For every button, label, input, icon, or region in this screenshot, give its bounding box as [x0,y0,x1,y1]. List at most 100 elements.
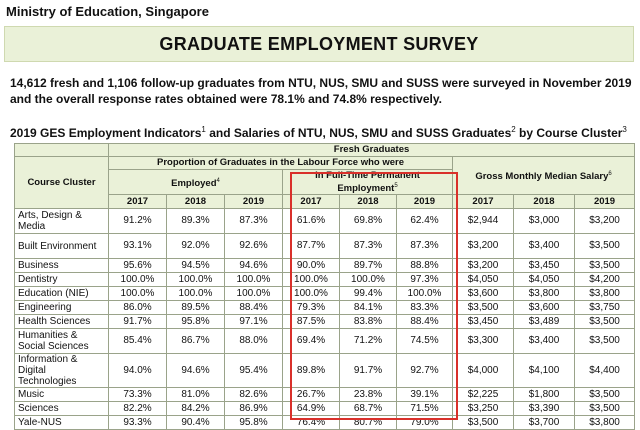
value-cell: $3,450 [513,258,575,274]
value-cell: 71.5% [396,401,453,417]
fulltime-header-label: In Full-Time Permanent Employment [315,170,420,195]
table-row: Music 73.3% 81.0% 82.6% 26.7% 23.8% 39.1% $2,22… [14,387,636,403]
table-row: Yale-NUS 93.3% 90.4% 95.8% 76.4% 80.7% 79.0% $3… [14,415,636,430]
footnote-6: 6 [608,171,612,177]
value-cell: 61.6% [282,208,340,235]
value-cell: 83.8% [339,314,397,330]
value-cell: 100.0% [224,286,283,302]
table-subtitle: 2019 GES Employment Indicators1 and Sala… [10,125,635,140]
value-cell: 90.4% [166,415,225,430]
course-cluster-cell: Humanities & Social Sciences [14,328,109,355]
course-cluster-cell: Dentistry [14,272,109,288]
year-header-cell: 2019 [396,194,453,210]
salary-header: Gross Monthly Median Salary6 [451,155,636,196]
value-cell: 100.0% [108,286,167,302]
value-cell: 100.0% [166,272,225,288]
footnote-3: 3 [622,125,627,134]
value-cell: $3,200 [573,208,636,235]
year-header-cell: 2019 [573,194,636,210]
value-cell: $3,800 [513,286,575,302]
intro-paragraph: 14,612 fresh and 1,106 follow-up graduat… [10,76,632,106]
value-cell: 92.7% [396,353,453,389]
value-cell: $3,600 [452,286,514,302]
value-cell: 94.0% [108,353,167,389]
subtitle-part3: by Course Cluster [515,126,623,140]
value-cell: 89.5% [166,300,225,316]
value-cell: 64.9% [282,401,340,417]
value-cell: $3,000 [513,208,575,235]
banner-title: GRADUATE EMPLOYMENT SURVEY [159,33,479,54]
value-cell: 86.7% [166,328,225,355]
value-cell: $3,300 [452,328,514,355]
value-cell: 94.5% [166,258,225,274]
value-cell: $1,800 [513,387,575,403]
value-cell: 89.7% [339,258,397,274]
value-cell: $4,200 [573,272,636,288]
value-cell: 100.0% [396,286,453,302]
value-cell: $4,100 [513,353,575,389]
value-cell: 84.2% [166,401,225,417]
value-cell: $3,500 [573,233,636,260]
value-cell: 85.4% [108,328,167,355]
value-cell: 89.8% [282,353,340,389]
value-cell: 82.2% [108,401,167,417]
footnote-4: 4 [216,177,220,184]
course-cluster-cell: Yale-NUS [14,415,109,430]
value-cell: $3,390 [513,401,575,417]
value-cell: 87.3% [224,208,283,235]
value-cell: 88.8% [396,258,453,274]
course-cluster-cell: Education (NIE) [14,286,109,302]
course-cluster-cell: Built Environment [14,233,109,260]
footnote-2: 2 [511,125,516,134]
value-cell: 93.3% [108,415,167,430]
value-cell: 91.2% [108,208,167,235]
value-cell: 69.8% [339,208,397,235]
value-cell: 73.3% [108,387,167,403]
table-row: Health Sciences 91.7% 95.8% 97.1% 87.5% 83.8%… [14,314,636,330]
value-cell: 23.8% [339,387,397,403]
value-cell: 100.0% [339,272,397,288]
fulltime-header: In Full-Time Permanent Employment5 [282,168,453,196]
table-row: Built Environment 93.1% 92.0% 92.6% 87.7% 87.… [14,233,636,260]
table-row: Arts, Design & Media 91.2% 89.3% 87.3% 61.6%… [14,208,636,235]
value-cell: 100.0% [108,272,167,288]
salary-header-label: Gross Monthly Median Salary [475,171,609,183]
value-cell: 79.0% [396,415,453,430]
value-cell: $3,500 [452,415,514,430]
value-cell: $4,000 [452,353,514,389]
value-cell: $2,225 [452,387,514,403]
value-cell: 80.7% [339,415,397,430]
year-header-cell: 2017 [282,194,340,210]
employment-table: Fresh Graduates Course Cluster Proportio… [14,143,636,430]
table-row: Business 95.6% 94.5% 94.6% 90.0% 89.7% 88.8% $3… [14,258,636,274]
value-cell: 90.0% [282,258,340,274]
value-cell: $3,600 [513,300,575,316]
employed-header: Employed4 [108,168,283,196]
value-cell: $3,450 [452,314,514,330]
subtitle-part1: 2019 GES Employment Indicators [10,126,202,140]
value-cell: 84.1% [339,300,397,316]
value-cell: 93.1% [108,233,167,260]
proportion-header: Proportion of Graduates in the Labour Fo… [108,156,453,170]
value-cell: 87.3% [396,233,453,260]
value-cell: 91.7% [108,314,167,330]
table-body: Arts, Design & Media 91.2% 89.3% 87.3% 61.6%… [14,208,636,430]
value-cell: 89.3% [166,208,225,235]
value-cell: 100.0% [166,286,225,302]
value-cell: 95.8% [224,415,283,430]
value-cell: 94.6% [224,258,283,274]
value-cell: 100.0% [282,286,340,302]
value-cell: 97.3% [396,272,453,288]
value-cell: $4,400 [573,353,636,389]
course-cluster-cell: Engineering [14,300,109,316]
year-header-cell: 2019 [224,194,283,210]
course-cluster-cell: Music [14,387,109,403]
value-cell: 88.4% [224,300,283,316]
value-cell: 86.0% [108,300,167,316]
table-row: Education (NIE) 100.0% 100.0% 100.0% 100.0% 9… [14,286,636,302]
value-cell: 68.7% [339,401,397,417]
course-cluster-cell: Information & Digital Technologies [14,353,109,389]
table-row: Humanities & Social Sciences 85.4% 86.7% 88… [14,328,636,355]
value-cell: $3,400 [513,233,575,260]
value-cell: 88.4% [396,314,453,330]
